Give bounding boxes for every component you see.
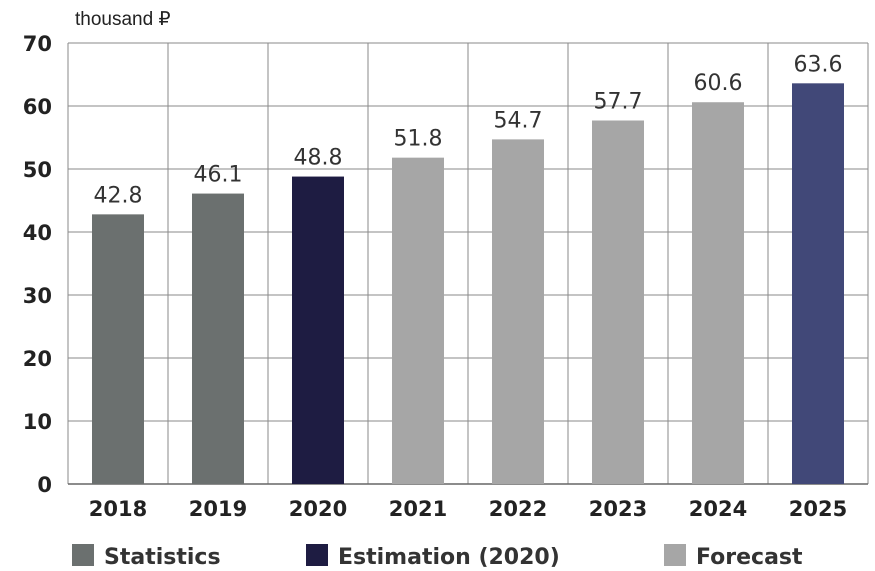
y-tick-label: 40 [23, 221, 52, 245]
legend-swatch [306, 544, 328, 566]
x-tick-label-2021: 2021 [389, 497, 447, 521]
x-axis-ticks: 2018 2019 2020 2021 2022 2023 2024 2025 [89, 497, 847, 521]
bar-2021 [392, 157, 444, 484]
data-label-2024: 60.6 [694, 71, 743, 96]
y-tick-label: 50 [23, 158, 52, 182]
y-axis-ticks: 0 10 20 30 40 50 60 70 [23, 32, 52, 497]
x-tick-label-2024: 2024 [689, 497, 747, 521]
x-tick-label-2025: 2025 [789, 497, 847, 521]
x-tick-label-2022: 2022 [489, 497, 547, 521]
bar-2018 [92, 214, 144, 485]
bars [92, 83, 844, 485]
data-labels: 42.8 46.1 48.8 51.8 54.7 57.7 60.6 63.6 [94, 52, 843, 208]
data-label-2019: 46.1 [194, 163, 243, 188]
data-label-2023: 57.7 [594, 89, 643, 114]
y-tick-label: 60 [23, 95, 52, 119]
y-tick-label: 0 [37, 473, 52, 497]
grid-layer [67, 42, 869, 485]
data-label-2025: 63.6 [794, 52, 843, 77]
data-label-2020: 48.8 [294, 146, 343, 171]
bar-2023 [592, 120, 644, 485]
bar-2024 [692, 102, 744, 484]
legend-label: Forecast [696, 545, 803, 570]
x-tick-label-2018: 2018 [89, 497, 147, 521]
x-tick-label-2019: 2019 [189, 497, 247, 521]
legend: Statistics Estimation (2020) Forecast [72, 544, 803, 570]
x-tick-label-2020: 2020 [289, 497, 347, 521]
unit-label: thousand ₽ [75, 9, 171, 30]
x-tick-label-2023: 2023 [589, 497, 647, 521]
bar-2019 [192, 193, 244, 484]
legend-swatch [72, 544, 94, 566]
data-label-2018: 42.8 [94, 183, 143, 208]
bar-2025 [792, 83, 844, 484]
data-label-2022: 54.7 [494, 108, 543, 133]
y-tick-label: 70 [23, 32, 52, 56]
y-tick-label: 10 [23, 410, 52, 434]
data-label-2021: 51.8 [394, 127, 443, 152]
bar-2020 [292, 176, 344, 484]
legend-swatch [664, 544, 686, 566]
legend-label: Estimation (2020) [338, 545, 560, 570]
legend-label: Statistics [104, 545, 221, 570]
bar-2022 [492, 139, 544, 484]
y-tick-label: 30 [23, 284, 52, 308]
y-tick-label: 20 [23, 347, 52, 371]
